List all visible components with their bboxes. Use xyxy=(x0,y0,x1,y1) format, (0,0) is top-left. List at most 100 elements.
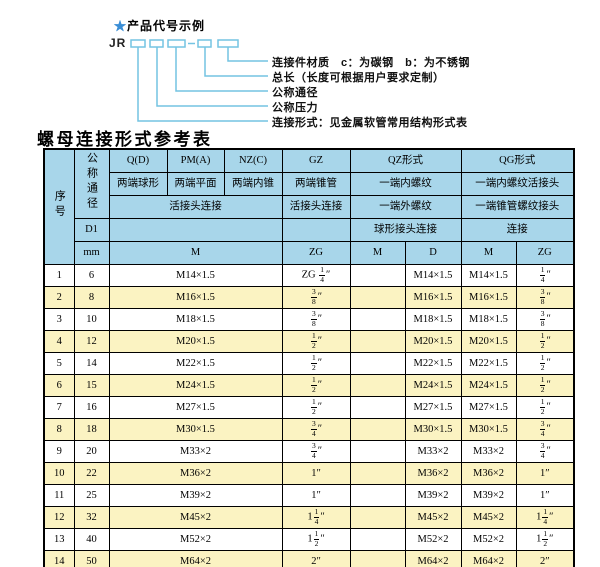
table-body: 1 6 M14×1.5 ZG 1 4 ″ M14×1.5 M14×1.5 1 4 ″ 2 8 M16×1.… xyxy=(43,264,575,567)
cell-dn: 32 xyxy=(73,506,110,529)
nut-connection-reference-table: 序号 公称通径 Q(D) PM(A) NZ(C) GZ QZ形式 QG形式 两端… xyxy=(43,148,576,567)
cell-gz: ZG 1 4 ″ xyxy=(281,264,351,287)
header-dn: 公称通径 xyxy=(73,148,110,219)
header-qpmnz-conn: 活接头连接 xyxy=(108,195,283,219)
cell-qz-d: M16×1.5 xyxy=(404,286,462,309)
header-qz-desc2: 一端外螺纹 xyxy=(349,195,462,219)
table-row: 3 10 M18×1.5 3 8 ″ M18×1.5 M18×1.5 3 8 ″ xyxy=(43,308,575,331)
cell-qg-m: M16×1.5 xyxy=(460,286,517,309)
cell-qg-zg: 3 4 ″ xyxy=(515,418,575,441)
cell-qg-m: M33×2 xyxy=(460,440,517,463)
cell-qg-zg: 3 8 ″ xyxy=(515,286,575,309)
cell-qg-m: M64×2 xyxy=(460,550,517,567)
header-qg: QG形式 xyxy=(460,148,575,173)
cell-m: M36×2 xyxy=(108,462,283,485)
cell-qg-zg: 1″ xyxy=(515,462,575,485)
leader-line-pressure xyxy=(156,47,268,107)
empty-cell xyxy=(108,218,283,242)
cell-qg-zg: 1 1 2 ″ xyxy=(515,528,575,551)
cell-qg-m: M45×2 xyxy=(460,506,517,529)
cell-qg-zg: 1 2 ″ xyxy=(515,352,575,375)
cell-qz-m xyxy=(349,528,406,551)
table-row: 7 16 M27×1.5 1 2 ″ M27×1.5 M27×1.5 1 2 ″ xyxy=(43,396,575,419)
cell-no: 7 xyxy=(43,396,75,419)
cell-qz-d: M52×2 xyxy=(404,528,462,551)
label-nominal-diameter: 公称通径 xyxy=(272,87,318,99)
cell-qz-m xyxy=(349,286,406,309)
cell-qz-d: M14×1.5 xyxy=(404,264,462,287)
cell-m: M52×2 xyxy=(108,528,283,551)
cell-qz-d: M24×1.5 xyxy=(404,374,462,397)
cell-m: M27×1.5 xyxy=(108,396,283,419)
cell-dn: 14 xyxy=(73,352,110,375)
cell-gz: 3 4 ″ xyxy=(281,418,351,441)
cell-dn: 25 xyxy=(73,484,110,507)
cell-qz-m xyxy=(349,396,406,419)
cell-m: M33×2 xyxy=(108,440,283,463)
cell-dn: 8 xyxy=(73,286,110,309)
header-d1: D1 xyxy=(73,218,110,242)
cell-qg-m: M30×1.5 xyxy=(460,418,517,441)
code-prefix: JR xyxy=(109,36,127,50)
cell-gz: 3 8 ″ xyxy=(281,286,351,309)
cell-no: 14 xyxy=(43,550,75,567)
table-row: 6 15 M24×1.5 1 2 ″ M24×1.5 M24×1.5 1 2 ″ xyxy=(43,374,575,397)
header-nz: NZ(C) xyxy=(223,148,283,173)
cell-m: M45×2 xyxy=(108,506,283,529)
cell-gz: 2″ xyxy=(281,550,351,567)
cell-qz-m xyxy=(349,506,406,529)
cell-qz-d: M22×1.5 xyxy=(404,352,462,375)
cell-no: 4 xyxy=(43,330,75,353)
cell-qz-d: M20×1.5 xyxy=(404,330,462,353)
header-qz-unit-d: D xyxy=(404,241,462,265)
cell-qg-zg: 1 2 ″ xyxy=(515,330,575,353)
cell-gz: 1 1 4 ″ xyxy=(281,506,351,529)
header-gz-desc: 两端锥管 xyxy=(281,172,351,196)
header-q: Q(D) xyxy=(108,148,168,173)
header-unit-m: M xyxy=(108,241,283,265)
star-icon: ★ xyxy=(114,19,128,33)
cell-qz-d: M27×1.5 xyxy=(404,396,462,419)
cell-no: 11 xyxy=(43,484,75,507)
cell-qg-zg: 2″ xyxy=(515,550,575,567)
header-qg-conn: 连接 xyxy=(460,218,575,242)
cell-dn: 40 xyxy=(73,528,110,551)
cell-dn: 10 xyxy=(73,308,110,331)
cell-qz-d: M64×2 xyxy=(404,550,462,567)
code-box-5 xyxy=(217,39,239,48)
table-row: 13 40 M52×2 1 1 2 ″ M52×2 M52×2 1 1 2 ″ xyxy=(43,528,575,551)
label-material: 连接件材质 c：为碳钢 b：为不锈钢 xyxy=(272,57,470,69)
cell-m: M39×2 xyxy=(108,484,283,507)
cell-dn: 16 xyxy=(73,396,110,419)
cell-qg-m: M20×1.5 xyxy=(460,330,517,353)
cell-no: 13 xyxy=(43,528,75,551)
header-qz: QZ形式 xyxy=(349,148,462,173)
header-qz-conn: 球形接头连接 xyxy=(349,218,462,242)
cell-qg-zg: 1 2 ″ xyxy=(515,396,575,419)
cell-dn: 15 xyxy=(73,374,110,397)
cell-qg-zg: 1 4 ″ xyxy=(515,264,575,287)
cell-gz: 1 2 ″ xyxy=(281,396,351,419)
cell-m: M24×1.5 xyxy=(108,374,283,397)
cell-m: M18×1.5 xyxy=(108,308,283,331)
code-box-2 xyxy=(149,39,164,48)
cell-qg-zg: 3 8 ″ xyxy=(515,308,575,331)
cell-qg-m: M24×1.5 xyxy=(460,374,517,397)
header-qz-desc: 一端内螺纹 xyxy=(349,172,462,196)
cell-qg-m: M52×2 xyxy=(460,528,517,551)
cell-qz-d: M45×2 xyxy=(404,506,462,529)
cell-qg-zg: 3 4 ″ xyxy=(515,440,575,463)
header-nz-desc: 两端内锥 xyxy=(223,172,283,196)
cell-m: M30×1.5 xyxy=(108,418,283,441)
